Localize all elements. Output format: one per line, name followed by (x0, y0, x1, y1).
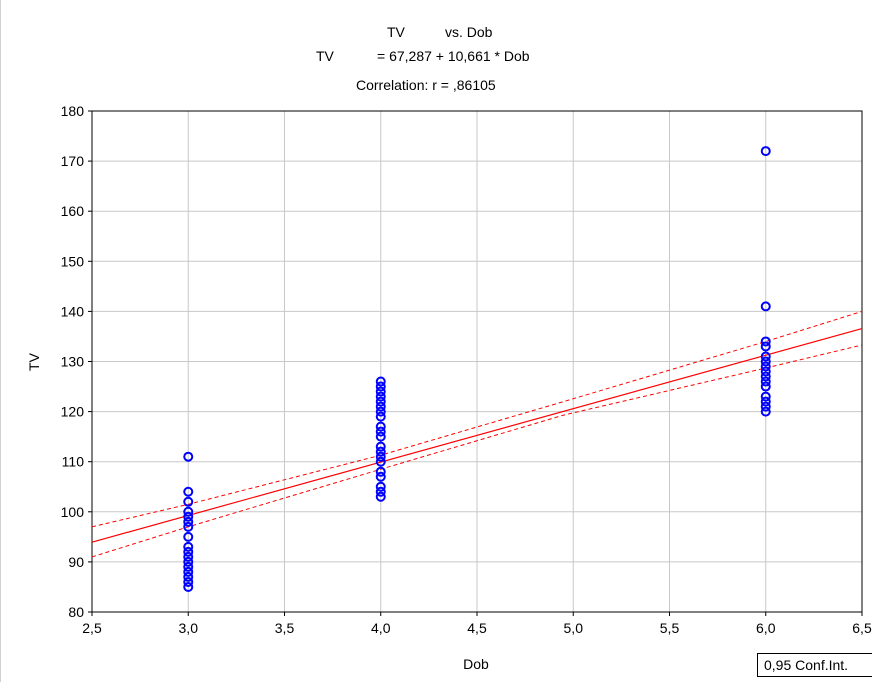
data-point (760, 361, 771, 372)
data-point (183, 546, 194, 557)
data-point (375, 421, 386, 432)
data-point (375, 481, 386, 492)
y-tick-label: 100 (61, 504, 85, 520)
data-point (375, 491, 386, 502)
data-point (760, 396, 771, 407)
data-point (375, 451, 386, 462)
data-point (183, 576, 194, 587)
x-tick-label: 5,5 (660, 620, 680, 636)
data-point (760, 401, 771, 412)
data-point (183, 516, 194, 527)
data-point (375, 376, 386, 387)
lower-conf-line (91, 344, 863, 558)
y-tick-label: 110 (62, 454, 85, 470)
data-point (760, 301, 771, 312)
data-point (760, 371, 771, 382)
data-point (183, 496, 194, 507)
x-tick-label: 3,5 (275, 620, 295, 636)
data-point (760, 356, 771, 367)
y-tick-label: 180 (61, 103, 85, 119)
x-tick-label: 6,5 (852, 620, 872, 636)
data-point (183, 541, 194, 552)
confidence-band (91, 310, 863, 558)
data-point (375, 391, 386, 402)
y-tick-label: 160 (61, 203, 85, 219)
data-point (183, 581, 194, 592)
y-tick-label: 80 (68, 604, 84, 620)
data-point (760, 406, 771, 417)
x-tick-label: 4,5 (467, 620, 487, 636)
data-point (375, 401, 386, 412)
y-axis-label: TV (26, 352, 42, 371)
x-tick-label: 2,5 (82, 620, 102, 636)
data-point (375, 386, 386, 397)
data-point (760, 391, 771, 402)
x-tick-label: 3,0 (179, 620, 199, 636)
data-point (375, 456, 386, 467)
data-point (760, 376, 771, 387)
x-tick-label: 4,0 (371, 620, 391, 636)
data-point (760, 366, 771, 377)
data-point (760, 351, 771, 362)
data-point (375, 446, 386, 457)
data-point (375, 406, 386, 417)
data-point (375, 411, 386, 422)
data-point (375, 441, 386, 452)
upper-conf-line (91, 310, 863, 528)
data-point (375, 466, 386, 477)
title-line1-vs: vs. Dob (445, 24, 493, 40)
data-point (375, 381, 386, 392)
data-point (183, 521, 194, 532)
y-tick-label: 130 (61, 354, 85, 370)
title-line2-var: TV (316, 48, 335, 64)
y-tick-label: 140 (61, 303, 85, 319)
data-point (760, 341, 771, 352)
data-point (375, 471, 386, 482)
plot-area-border (91, 110, 863, 613)
data-point (375, 426, 386, 437)
x-tick-label: 5,0 (564, 620, 584, 636)
y-tick-label: 150 (61, 253, 85, 269)
data-point (183, 511, 194, 522)
x-axis-label: Dob (463, 656, 489, 672)
data-point (183, 556, 194, 567)
y-tick-label: 90 (68, 554, 84, 570)
data-points (183, 146, 771, 592)
data-point (183, 506, 194, 517)
data-point (183, 566, 194, 577)
data-point (760, 336, 771, 347)
tick-labels: 2,5 3,0 3,5 4,0 4,5 5,0 5,5 6,0 6,5 80 90 100 110 120… (61, 103, 872, 636)
title-line2-equation: = 67,287 + 10,661 * Dob (377, 48, 530, 64)
data-point (375, 486, 386, 497)
data-point (760, 146, 771, 157)
data-point (183, 571, 194, 582)
data-point (183, 451, 194, 462)
title-correlation: Correlation: r = ,86105 (356, 77, 496, 93)
data-point (375, 396, 386, 407)
data-point (183, 561, 194, 572)
data-point (183, 531, 194, 542)
regression-line-group (91, 327, 863, 543)
data-point (183, 486, 194, 497)
x-tick-label: 6,0 (756, 620, 776, 636)
data-point (375, 431, 386, 442)
title-line1-var: TV (387, 24, 406, 40)
y-tick-label: 170 (61, 153, 85, 169)
regression-line (91, 327, 863, 543)
conf-int-legend: 0,95 Conf.Int. (757, 653, 872, 677)
y-tick-label: 120 (61, 404, 85, 420)
data-point (183, 551, 194, 562)
grid (88, 110, 863, 616)
data-point (760, 381, 771, 392)
